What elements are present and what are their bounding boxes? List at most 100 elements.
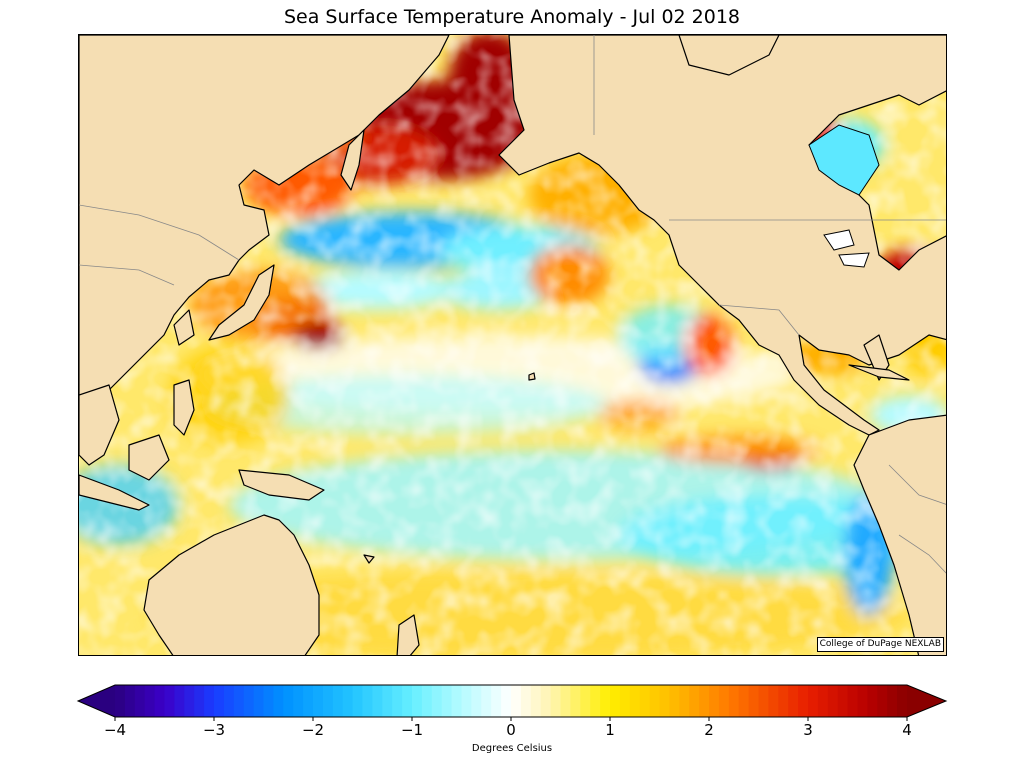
colorbar-segment [600,685,611,717]
colorbar-segment [639,685,651,717]
new-guinea [238,469,325,501]
colorbar-segment [748,685,760,717]
colorbar-segment [808,685,819,717]
colorbar-segment [412,685,423,717]
colorbar-segment [699,685,710,717]
colorbar-tick-label: 0 [506,721,516,735]
colorbar-segment [669,685,680,717]
colorbar-segment [134,685,146,717]
colorbar-segment [174,685,185,717]
colorbar-segment [540,685,552,717]
colorbar-segment [629,685,641,717]
colorbar-segment [610,685,621,717]
colorbar-segment [659,685,670,717]
colorbar-segment [887,685,898,717]
indochina [79,384,120,466]
colorbar-label: Degrees Celsius [471,743,553,754]
colorbar-segment [184,685,195,717]
colorbar-svg: −4 −3 −2 −1 0 1 2 3 4 [76,684,948,739]
indonesia-islands [79,474,150,511]
colorbar-segment [758,685,769,717]
colorbar-segment [471,685,482,717]
colorbar-segment [857,685,868,717]
colorbar-segment [402,685,413,717]
philippines [173,379,195,436]
korea [173,309,195,346]
colorbar-segment [154,685,166,717]
colorbar-max-extension [907,685,946,717]
solomon-islands [363,554,375,564]
map-canvas [79,35,946,655]
colorbar-segment [827,685,839,717]
colorbar-segment [421,685,433,717]
colorbar-segment [738,685,750,717]
colorbar-segment [897,685,908,717]
colorbar-segment [481,685,492,717]
colorbar-segment [392,685,403,717]
colorbar-segment [837,685,849,717]
colorbar-segment [362,685,373,717]
australia [143,514,320,655]
colorbar-segment [511,685,522,717]
colorbar-segment [580,685,591,717]
colorbar-segment [768,685,779,717]
colorbar-segment [243,685,255,717]
colorbar-segment [372,685,383,717]
colorbar-segment [283,685,294,717]
colorbar-segment [451,685,463,717]
colorbar-segment [313,685,324,717]
colorbar-tick-label: −1 [401,721,423,735]
cuba [848,364,910,381]
south-america [853,414,946,655]
arctic-islands [678,35,780,76]
hawaii [528,372,536,381]
colorbar-segment [164,685,175,717]
colorbar-segment [144,685,156,717]
colorbar-tick-label: 1 [605,721,615,735]
japan [208,264,275,341]
colorbar-segment [332,685,344,717]
colorbar-segment [204,685,215,717]
new-zealand [396,614,420,655]
colorbar-segment [530,685,542,717]
colorbar-min-extension [78,685,115,717]
colorbar-segment [788,685,799,717]
colorbar-segment [382,685,393,717]
colorbar-segment [867,685,878,717]
colorbar-segment [303,685,314,717]
credit-label: College of DuPage NEXLAB [816,637,944,652]
political-borders [79,35,946,574]
colorbar-segment [520,685,532,717]
hudson-bay [808,124,880,196]
colorbar-segment [709,685,720,717]
colorbar-tick-label: 2 [704,721,714,735]
colorbar-tick-label: −3 [203,721,225,735]
colorbar-segment [570,685,581,717]
colorbar-segment [689,685,700,717]
colorbar-segment [253,685,265,717]
colorbar-segment [619,685,631,717]
colorbar-segment [233,685,245,717]
colorbar-tick-label: −4 [104,721,126,735]
colorbar-segment [342,685,354,717]
colorbar-segment [124,685,136,717]
colorbar-segment [728,685,740,717]
colorbar-segment [877,685,888,717]
colorbar-segment [115,685,126,717]
colorbar-segment [590,685,601,717]
colorbar-segment [550,685,562,717]
land-masses [79,35,946,655]
colorbar-segment [718,685,730,717]
colorbar-segment [649,685,661,717]
map-title: Sea Surface Temperature Anomaly - Jul 02… [283,6,741,28]
colorbar-tick-label: −2 [302,721,324,735]
colorbar-segment [273,685,284,717]
colorbar-segment [560,685,571,717]
colorbar-segment [352,685,364,717]
colorbar: −4 −3 −2 −1 0 1 2 3 4 [0,680,1024,739]
colorbar-segment [263,685,274,717]
borneo [128,434,170,481]
colorbar-segment [491,685,502,717]
colorbar-segment [214,685,225,717]
great-lakes [823,229,870,268]
